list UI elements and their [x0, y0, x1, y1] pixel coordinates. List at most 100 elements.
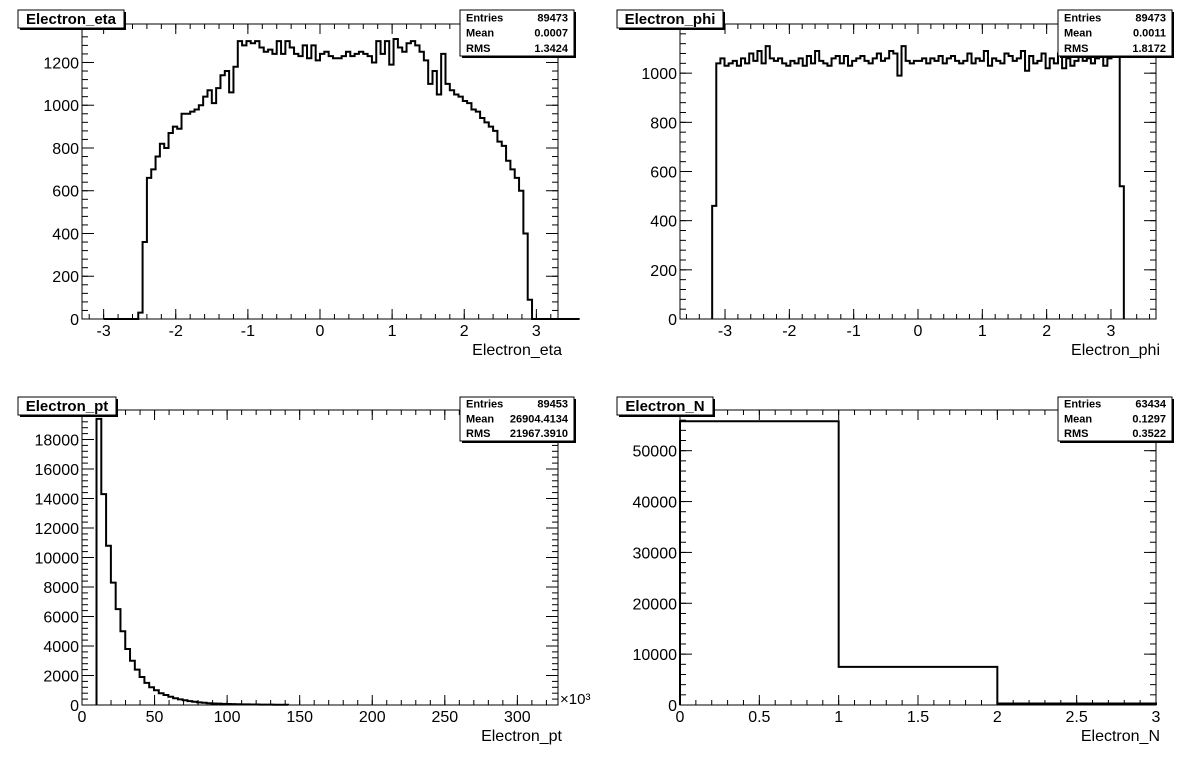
x-tick-label: 2 [993, 709, 1002, 726]
x-tick-label: 0 [914, 323, 923, 340]
stats-value: 1.3424 [534, 43, 569, 55]
y-tick-label: 0 [70, 698, 79, 715]
plot-frame [679, 23, 1157, 320]
title-box [17, 396, 117, 416]
x-tick-label: 3 [1152, 709, 1161, 726]
x-tick-label: -2 [169, 323, 183, 340]
plot-frame [679, 409, 1157, 706]
y-tick-label: 0 [668, 698, 677, 715]
y-tick-label: 400 [52, 226, 79, 243]
y-tick-label: 400 [650, 214, 677, 231]
x-tick-label: 2.5 [1066, 709, 1088, 726]
x-axis-title: Electron_pt [481, 728, 562, 745]
x-tick-label: 300 [504, 709, 531, 726]
stats-key: Entries [1064, 12, 1101, 24]
y-tick-label: 1000 [641, 66, 677, 83]
stats-key: Entries [466, 12, 503, 24]
y-tick-label: 2000 [43, 669, 79, 686]
x-tick-label: 0 [316, 323, 325, 340]
stats-box [1057, 9, 1173, 57]
histogram-title: Electron_eta [26, 11, 117, 28]
stats-key: Mean [1064, 28, 1092, 40]
x-tick-label: -1 [241, 323, 255, 340]
x-axis-title: Electron_phi [1071, 342, 1160, 359]
histogram-title: Electron_N [625, 398, 704, 415]
stats-box [459, 396, 575, 442]
y-tick-label: 30000 [633, 545, 678, 562]
y-tick-label: 200 [650, 263, 677, 280]
x-axis-exponent: ×10³ [560, 691, 590, 708]
x-tick-label: 50 [146, 709, 164, 726]
y-tick-label: 14000 [35, 492, 80, 509]
x-tick-label: 2 [1042, 323, 1051, 340]
stats-key: Entries [1064, 399, 1101, 411]
y-tick-label: 4000 [43, 639, 79, 656]
stats-value: 63434 [1135, 399, 1166, 411]
stats-value: 1.8172 [1132, 43, 1166, 55]
stats-value: 89473 [537, 12, 568, 24]
histogram-series [711, 45, 1125, 319]
x-tick-label: 0 [676, 709, 685, 726]
stats-key: RMS [1064, 428, 1088, 440]
y-tick-label: 0 [70, 312, 79, 329]
stats-value: 21967.3910 [510, 428, 568, 440]
histogram-series [679, 420, 1157, 705]
y-tick-label: 0 [668, 312, 677, 329]
x-axis-title: Electron_eta [472, 342, 562, 359]
histogram-series [103, 37, 580, 320]
y-tick-label: 600 [650, 165, 677, 182]
title-box [616, 396, 714, 416]
histogram-title: Electron_phi [625, 11, 716, 28]
histogram-title: Electron_pt [26, 398, 109, 415]
y-tick-label: 20000 [633, 596, 678, 613]
x-tick-label: 0.5 [748, 709, 770, 726]
x-tick-label: 250 [431, 709, 458, 726]
stats-value: 89473 [1135, 12, 1166, 24]
x-tick-label: -3 [97, 323, 111, 340]
title-box [616, 9, 724, 29]
plot-frame [81, 23, 559, 320]
y-tick-label: 12000 [35, 521, 80, 538]
stats-box [459, 9, 575, 57]
y-tick-label: 600 [52, 184, 79, 201]
plot-frame [81, 409, 559, 706]
stats-value: 0.0011 [1133, 28, 1166, 40]
y-tick-label: 18000 [35, 433, 80, 450]
y-tick-label: 800 [52, 141, 79, 158]
y-tick-label: 1000 [43, 98, 79, 115]
y-tick-label: 10000 [633, 647, 678, 664]
stats-key: Entries [466, 399, 503, 411]
stats-value: 0.1297 [1132, 413, 1166, 425]
x-tick-label: 3 [1107, 323, 1116, 340]
y-tick-label: 8000 [43, 580, 79, 597]
x-tick-label: 1 [834, 709, 843, 726]
x-tick-label: 150 [286, 709, 313, 726]
stats-key: Mean [466, 413, 494, 425]
y-tick-label: 16000 [35, 462, 80, 479]
histogram-series [95, 417, 290, 706]
stats-box [1057, 396, 1173, 442]
x-tick-label: 100 [214, 709, 241, 726]
y-tick-label: 6000 [43, 610, 79, 627]
x-tick-label: 2 [460, 323, 469, 340]
y-tick-label: 40000 [633, 495, 678, 512]
x-tick-label: 1 [978, 323, 987, 340]
stats-value: 0.0007 [534, 28, 568, 40]
stats-value: 89453 [537, 399, 568, 411]
y-tick-label: 200 [52, 269, 79, 286]
title-box [17, 9, 125, 29]
stats-key: RMS [466, 43, 490, 55]
x-tick-label: 0 [78, 709, 87, 726]
stats-key: Mean [466, 28, 494, 40]
x-tick-label: 1 [388, 323, 397, 340]
y-tick-label: 10000 [35, 551, 80, 568]
x-axis-title: Electron_N [1081, 728, 1160, 745]
stats-key: Mean [1064, 413, 1092, 425]
x-tick-label: -3 [718, 323, 732, 340]
x-tick-label: 200 [359, 709, 386, 726]
stats-value: 0.3522 [1132, 428, 1166, 440]
stats-value: 26904.4134 [510, 413, 569, 425]
x-tick-label: 1.5 [907, 709, 929, 726]
y-tick-label: 800 [650, 115, 677, 132]
